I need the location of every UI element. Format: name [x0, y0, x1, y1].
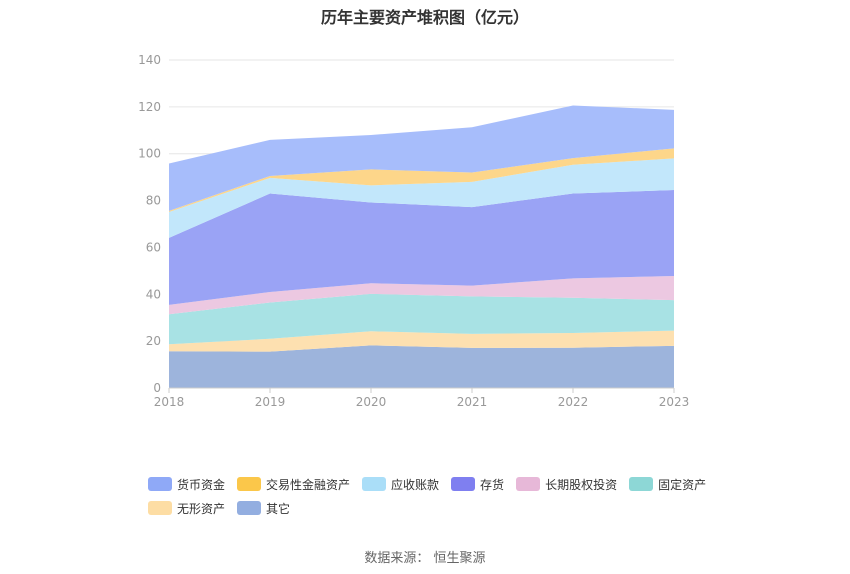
y-tick-label: 100: [138, 147, 161, 161]
legend-item-other[interactable]: 其它: [237, 500, 290, 517]
legend: 货币资金 交易性金融资产 应收账款 存货 长期股权投资 固定资产 无形资产: [148, 472, 748, 520]
legend-swatch: [237, 477, 262, 491]
legend-item-fixed-assets[interactable]: 固定资产: [629, 476, 706, 493]
area-series: [169, 158, 674, 238]
legend-label: 无形资产: [177, 501, 226, 516]
x-tick-label: 2018: [154, 395, 185, 409]
y-tick-label: 80: [146, 194, 161, 208]
legend-label: 其它: [266, 501, 291, 516]
legend-swatch: [237, 501, 262, 515]
legend-label: 固定资产: [658, 477, 707, 492]
legend-label: 长期股权投资: [545, 477, 618, 492]
legend-swatch: [516, 477, 541, 491]
x-tick-label: 2019: [255, 395, 286, 409]
area-series: [169, 190, 674, 305]
legend-row-1: 货币资金 交易性金融资产 应收账款 存货 长期股权投资 固定资产: [148, 472, 748, 496]
y-tick-label: 0: [153, 381, 161, 395]
area-series: [169, 105, 674, 211]
legend-swatch: [362, 477, 387, 491]
area-series: [169, 276, 674, 315]
area-series: [169, 330, 674, 352]
legend-label: 货币资金: [177, 477, 226, 492]
legend-item-trading-assets[interactable]: 交易性金融资产: [237, 476, 350, 493]
chart-title: 历年主要资产堆积图（亿元）: [320, 8, 529, 27]
legend-item-receivables[interactable]: 应收账款: [362, 476, 439, 493]
legend-row-2: 无形资产 其它: [148, 496, 748, 520]
y-tick-label: 60: [146, 240, 161, 254]
legend-swatch: [148, 477, 172, 491]
area-series: [169, 293, 674, 345]
legend-item-intangible-assets[interactable]: 无形资产: [148, 500, 225, 517]
x-tick-label: 2021: [457, 395, 488, 409]
legend-item-cash[interactable]: 货币资金: [148, 476, 225, 493]
y-tick-label: 120: [138, 100, 161, 114]
legend-item-inventory[interactable]: 存货: [451, 476, 504, 493]
legend-swatch: [148, 501, 172, 515]
legend-swatch: [629, 477, 654, 491]
legend-label: 存货: [480, 477, 505, 492]
y-tick-label: 20: [146, 334, 161, 348]
y-tick-label: 40: [146, 287, 161, 301]
legend-item-lt-equity-investment[interactable]: 长期股权投资: [516, 476, 617, 493]
x-tick-label: 2022: [558, 395, 589, 409]
legend-swatch: [451, 477, 476, 491]
area-series: [169, 345, 674, 388]
data-source-note: 数据来源： 恒生聚源: [364, 551, 486, 566]
area-series: [169, 148, 674, 213]
legend-label: 交易性金融资产: [266, 477, 351, 492]
y-tick-label: 140: [138, 53, 161, 67]
legend-label: 应收账款: [391, 477, 440, 492]
x-tick-label: 2020: [356, 395, 387, 409]
x-tick-label: 2023: [659, 395, 690, 409]
